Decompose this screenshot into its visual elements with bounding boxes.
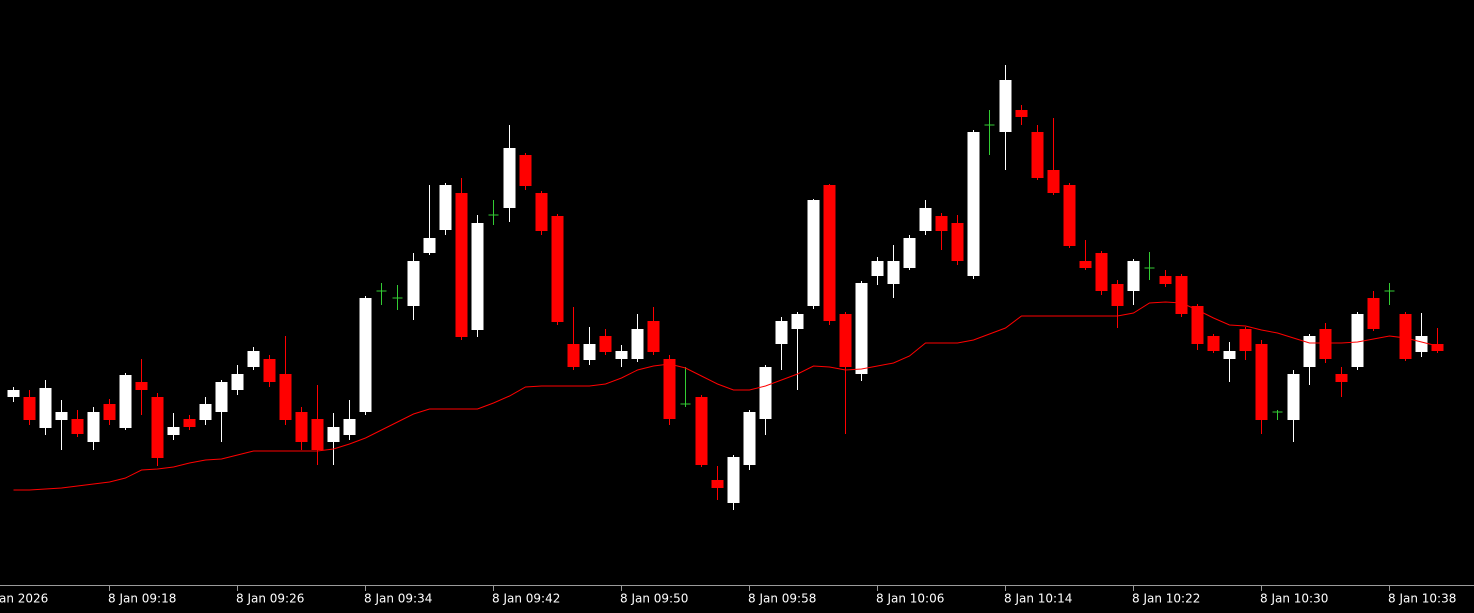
candle-body bbox=[711, 480, 724, 488]
candle-body bbox=[759, 367, 772, 419]
candle-body bbox=[1431, 344, 1444, 351]
candle-body bbox=[1079, 261, 1092, 268]
candle-body bbox=[455, 193, 468, 337]
candle-body bbox=[727, 457, 740, 503]
candle-body bbox=[871, 261, 884, 276]
x-tick-label: 8 Jan 10:30 bbox=[1260, 592, 1328, 606]
candle-body bbox=[247, 351, 260, 367]
candle-body bbox=[839, 314, 852, 367]
candle-body bbox=[1047, 170, 1060, 193]
candle-body bbox=[39, 388, 52, 428]
candle-body bbox=[1351, 314, 1364, 367]
candle-body bbox=[775, 321, 788, 344]
candle-body bbox=[823, 185, 836, 321]
x-tick-label: 8 Jan 09:18 bbox=[108, 592, 176, 606]
candle-body bbox=[1319, 329, 1332, 359]
candle-body bbox=[1239, 329, 1252, 351]
candle-body bbox=[215, 382, 228, 412]
candle-body bbox=[1287, 374, 1300, 420]
candle-body bbox=[567, 344, 580, 367]
candle-body bbox=[855, 283, 868, 374]
candle-body bbox=[551, 216, 564, 322]
candle-body bbox=[1111, 284, 1124, 306]
candle-body bbox=[615, 351, 628, 359]
candle-body bbox=[87, 412, 100, 442]
candle-body bbox=[343, 419, 356, 435]
x-tick-label: 8 Jan 09:50 bbox=[620, 592, 688, 606]
candle-body bbox=[359, 298, 372, 412]
candle-body bbox=[439, 185, 452, 230]
candle-body bbox=[1031, 132, 1044, 178]
candle-body bbox=[279, 374, 292, 420]
x-tick-label: 8 Jan 10:38 bbox=[1388, 592, 1456, 606]
candle-body bbox=[1175, 276, 1188, 314]
candle-body bbox=[967, 132, 980, 276]
candle-body bbox=[695, 397, 708, 465]
candle-body bbox=[999, 80, 1012, 132]
candle-body bbox=[1303, 336, 1316, 367]
candle-body bbox=[919, 208, 932, 231]
candle-body bbox=[7, 390, 20, 397]
candle-body bbox=[583, 344, 596, 360]
moving-average-line bbox=[13, 301, 1438, 491]
candle-body bbox=[1255, 344, 1268, 420]
candle-body bbox=[231, 374, 244, 390]
candle-body bbox=[807, 200, 820, 306]
candle-body bbox=[1415, 336, 1428, 352]
candle-body bbox=[471, 223, 484, 330]
candle-body bbox=[23, 397, 36, 420]
x-tick-label: 8 Jan 10:22 bbox=[1132, 592, 1200, 606]
candle-body bbox=[103, 404, 116, 420]
candle-body bbox=[295, 412, 308, 442]
candle-body bbox=[631, 329, 644, 359]
candle-body bbox=[935, 216, 948, 231]
candle-body bbox=[1191, 306, 1204, 344]
candle-body bbox=[167, 427, 180, 435]
candle-body bbox=[71, 419, 84, 434]
candle-body bbox=[1367, 298, 1380, 329]
candle-body bbox=[55, 412, 68, 420]
x-tick-label: 8 Jan 10:14 bbox=[1004, 592, 1072, 606]
x-tick-label: 8 Jan 09:26 bbox=[236, 592, 304, 606]
candle-body bbox=[1063, 185, 1076, 246]
candle-body bbox=[1399, 314, 1412, 359]
candle-body bbox=[1207, 336, 1220, 351]
candle-body bbox=[199, 404, 212, 420]
candle-body bbox=[1127, 261, 1140, 291]
candle-body bbox=[791, 314, 804, 329]
candle-body bbox=[119, 375, 132, 428]
candle-body bbox=[1095, 253, 1108, 291]
candle-body bbox=[599, 336, 612, 352]
candle-body bbox=[1159, 276, 1172, 284]
candle-body bbox=[423, 238, 436, 253]
candle-body bbox=[663, 359, 676, 419]
candle-body bbox=[519, 155, 532, 186]
candle-body bbox=[951, 223, 964, 261]
candle-body bbox=[327, 427, 340, 442]
x-tick-label: 8 Jan 2026 bbox=[0, 592, 48, 606]
candle-body bbox=[1335, 374, 1348, 382]
candle-body bbox=[135, 382, 148, 390]
candle-body bbox=[1015, 110, 1028, 117]
x-tick-label: 8 Jan 10:06 bbox=[876, 592, 944, 606]
candle-body bbox=[535, 193, 548, 231]
x-tick-label: 8 Jan 09:58 bbox=[748, 592, 816, 606]
x-tick-label: 8 Jan 09:34 bbox=[364, 592, 432, 606]
candle-body bbox=[183, 419, 196, 427]
candle-body bbox=[503, 148, 516, 208]
candle-body bbox=[887, 261, 900, 284]
candle-body bbox=[743, 412, 756, 465]
candle-body bbox=[903, 238, 916, 268]
candle-body bbox=[151, 397, 164, 458]
candle-body bbox=[263, 359, 276, 382]
candle-body bbox=[647, 321, 660, 352]
x-tick-label: 8 Jan 09:42 bbox=[492, 592, 560, 606]
candle-body bbox=[311, 419, 324, 450]
candle-body bbox=[407, 261, 420, 306]
candle-body bbox=[1223, 351, 1236, 359]
